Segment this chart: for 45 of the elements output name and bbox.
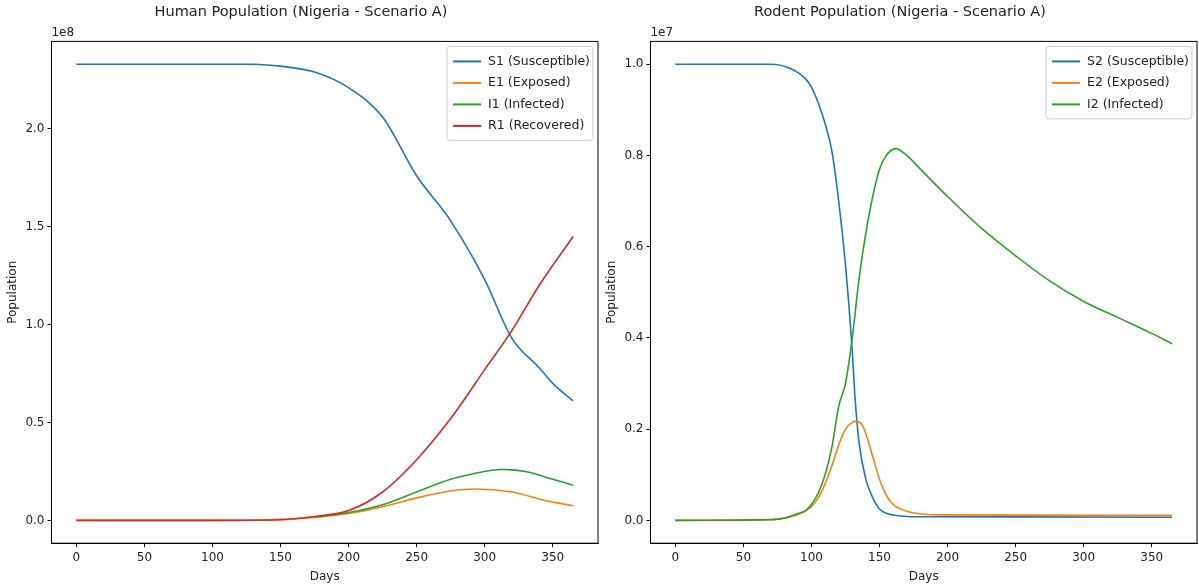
y-axis-title: Population xyxy=(5,260,20,324)
y-tick-label: 0.0 xyxy=(25,512,45,527)
text: 1e7 xyxy=(650,24,674,39)
legend-label: I2 (Infected) xyxy=(1087,95,1164,111)
y-tick-label: 1.5 xyxy=(25,218,45,233)
y-tick-label: 0.6 xyxy=(624,238,644,253)
x-tick-label: 300 xyxy=(1072,549,1096,564)
x-tick-label: 0 xyxy=(72,549,81,564)
y-tick-label: 0.5 xyxy=(25,414,45,429)
legend-label: E2 (Exposed) xyxy=(1087,74,1170,90)
x-tick-label: 150 xyxy=(868,549,891,564)
x-tick-label: 350 xyxy=(541,549,565,564)
x-tick-label: 250 xyxy=(1004,549,1028,564)
x-tick-label: 200 xyxy=(337,549,361,564)
line-series xyxy=(674,147,1173,522)
x-tick-label: 200 xyxy=(936,549,960,564)
chart-title: Rodent Population (Nigeria - Scenario A) xyxy=(754,3,1046,20)
y-tick-label: 0.8 xyxy=(624,147,644,162)
line-series xyxy=(75,235,574,522)
x-axis-title: Days xyxy=(908,568,939,583)
legend-label: I1 (Infected) xyxy=(488,95,565,111)
x-tick-label: 100 xyxy=(200,549,224,564)
x-tick-label: 250 xyxy=(405,549,429,564)
legend-label: E1 (Exposed) xyxy=(488,74,571,90)
x-tick-label: 300 xyxy=(473,549,497,564)
x-tick-label: 50 xyxy=(136,549,153,564)
y-tick-label: 1.0 xyxy=(25,316,45,331)
x-tick-label: 50 xyxy=(735,549,752,564)
text: 1e8 xyxy=(51,24,75,39)
y-axis-title: Population xyxy=(604,260,619,324)
x-tick-label: 100 xyxy=(799,549,823,564)
y-tick-label: 0.2 xyxy=(624,421,644,436)
chart-title: Human Population (Nigeria - Scenario A) xyxy=(154,3,448,20)
x-tick-label: 350 xyxy=(1140,549,1164,564)
x-tick-label: 0 xyxy=(671,549,680,564)
y-tick-label: 1.0 xyxy=(624,56,644,71)
x-tick-label: 150 xyxy=(269,549,292,564)
y-tick-label: 2.0 xyxy=(25,120,45,135)
x-axis-title: Days xyxy=(309,568,340,583)
legend-label: R1 (Recovered) xyxy=(488,117,585,133)
y-tick-label: 0.0 xyxy=(624,512,644,527)
legend-label: S1 (Susceptible) xyxy=(488,52,590,68)
y-tick-label: 0.4 xyxy=(624,330,644,345)
legend-label: S2 (Susceptible) xyxy=(1087,52,1189,68)
line-series xyxy=(313,468,574,518)
